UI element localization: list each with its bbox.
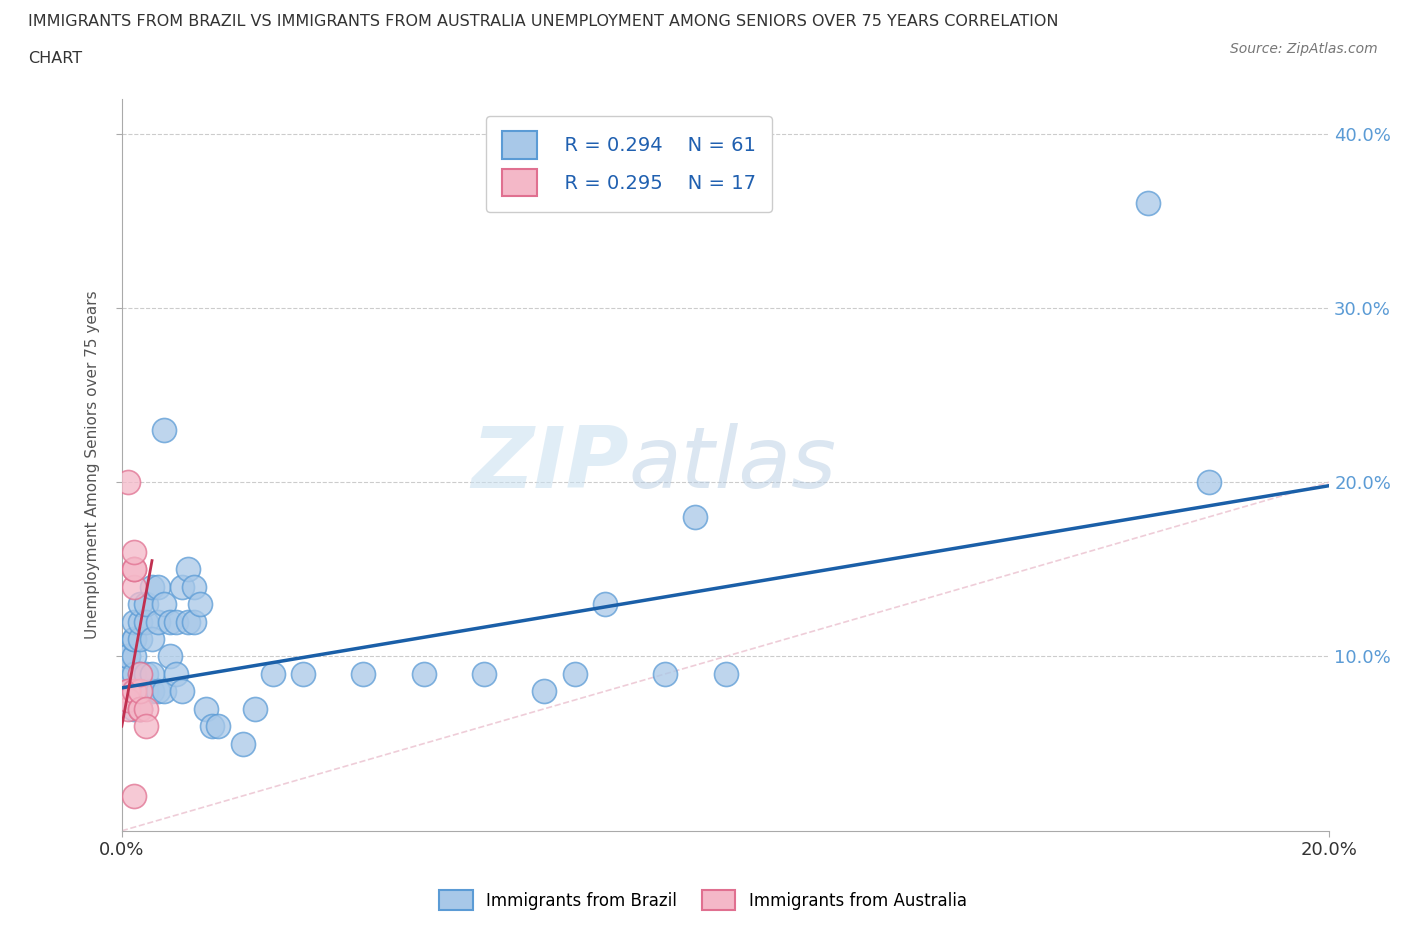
Text: ZIP: ZIP xyxy=(471,423,628,506)
Point xyxy=(159,614,181,629)
Text: Source: ZipAtlas.com: Source: ZipAtlas.com xyxy=(1230,42,1378,56)
Point xyxy=(129,631,152,646)
Point xyxy=(352,667,374,682)
Point xyxy=(122,631,145,646)
Point xyxy=(141,684,163,698)
Point xyxy=(714,667,737,682)
Point xyxy=(207,719,229,734)
Point xyxy=(117,474,139,489)
Point xyxy=(129,701,152,716)
Point xyxy=(291,667,314,682)
Point xyxy=(685,510,707,525)
Point xyxy=(129,701,152,716)
Legend: Immigrants from Brazil, Immigrants from Australia: Immigrants from Brazil, Immigrants from … xyxy=(433,884,973,917)
Point xyxy=(122,614,145,629)
Point xyxy=(472,667,495,682)
Point xyxy=(129,597,152,612)
Point xyxy=(122,701,145,716)
Point xyxy=(146,579,169,594)
Point xyxy=(122,544,145,559)
Point xyxy=(1137,196,1160,211)
Point xyxy=(183,579,205,594)
Point xyxy=(135,597,157,612)
Point xyxy=(129,684,152,698)
Point xyxy=(172,684,194,698)
Point xyxy=(243,701,266,716)
Point xyxy=(135,684,157,698)
Point xyxy=(165,614,187,629)
Point xyxy=(177,562,200,577)
Point xyxy=(122,649,145,664)
Point xyxy=(122,631,145,646)
Point xyxy=(262,667,284,682)
Point xyxy=(117,693,139,708)
Point xyxy=(122,789,145,804)
Point xyxy=(188,597,211,612)
Point xyxy=(129,684,152,698)
Point xyxy=(117,684,139,698)
Point xyxy=(122,579,145,594)
Point xyxy=(533,684,555,698)
Point xyxy=(159,649,181,664)
Point xyxy=(129,667,152,682)
Point xyxy=(129,667,152,682)
Point xyxy=(122,667,145,682)
Point xyxy=(172,579,194,594)
Point xyxy=(135,667,157,682)
Point xyxy=(232,737,254,751)
Point xyxy=(564,667,586,682)
Point xyxy=(153,684,176,698)
Point xyxy=(117,693,139,708)
Point xyxy=(153,597,176,612)
Point xyxy=(165,667,187,682)
Point xyxy=(122,684,145,698)
Point xyxy=(146,614,169,629)
Point xyxy=(117,649,139,664)
Point xyxy=(141,667,163,682)
Text: atlas: atlas xyxy=(628,423,837,506)
Point xyxy=(122,684,145,698)
Point xyxy=(412,667,434,682)
Point xyxy=(141,579,163,594)
Point xyxy=(183,614,205,629)
Point xyxy=(153,422,176,437)
Point xyxy=(195,701,218,716)
Text: CHART: CHART xyxy=(28,51,82,66)
Point xyxy=(129,701,152,716)
Point xyxy=(146,684,169,698)
Point xyxy=(117,684,139,698)
Text: IMMIGRANTS FROM BRAZIL VS IMMIGRANTS FROM AUSTRALIA UNEMPLOYMENT AMONG SENIORS O: IMMIGRANTS FROM BRAZIL VS IMMIGRANTS FRO… xyxy=(28,14,1059,29)
Point xyxy=(117,649,139,664)
Legend:   R = 0.294    N = 61,   R = 0.295    N = 17: R = 0.294 N = 61, R = 0.295 N = 17 xyxy=(486,115,772,212)
Point xyxy=(135,701,157,716)
Point xyxy=(177,614,200,629)
Point xyxy=(654,667,676,682)
Point xyxy=(135,719,157,734)
Point xyxy=(129,614,152,629)
Point xyxy=(117,684,139,698)
Point xyxy=(117,667,139,682)
Point xyxy=(135,614,157,629)
Point xyxy=(122,562,145,577)
Point xyxy=(201,719,224,734)
Point xyxy=(122,562,145,577)
Point xyxy=(1198,474,1220,489)
Point xyxy=(117,701,139,716)
Point xyxy=(141,631,163,646)
Point xyxy=(593,597,616,612)
Y-axis label: Unemployment Among Seniors over 75 years: Unemployment Among Seniors over 75 years xyxy=(86,290,100,639)
